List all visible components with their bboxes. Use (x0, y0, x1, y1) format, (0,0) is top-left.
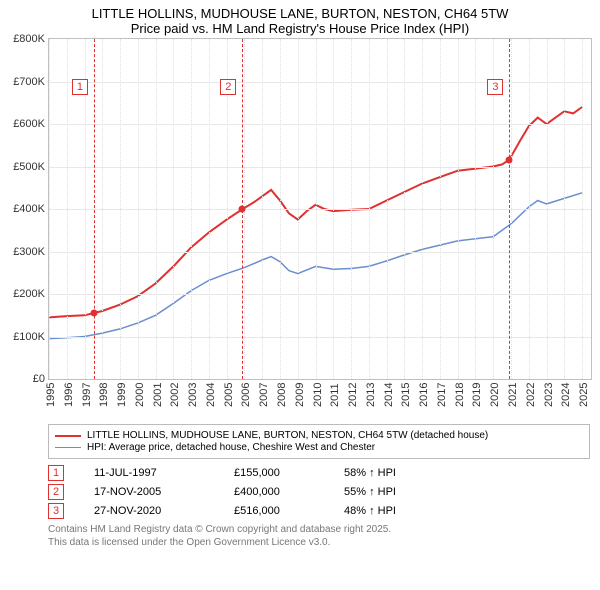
grid-line-v (547, 39, 548, 379)
table-row: 1 11-JUL-1997 £155,000 58% ↑ HPI (48, 465, 590, 481)
table-row-date: 17-NOV-2005 (94, 486, 204, 498)
grid-line-v (156, 39, 157, 379)
grid-line-v (102, 39, 103, 379)
marker-label-box: 1 (72, 79, 88, 95)
table-row: 2 17-NOV-2005 £400,000 55% ↑ HPI (48, 484, 590, 500)
grid-line-v (262, 39, 263, 379)
title-line2: Price paid vs. HM Land Registry's House … (0, 21, 600, 36)
grid-line-v (387, 39, 388, 379)
title-line1: LITTLE HOLLINS, MUDHOUSE LANE, BURTON, N… (0, 6, 600, 21)
y-axis-tick: £800K (13, 33, 49, 45)
footnote-line1: Contains HM Land Registry data © Crown c… (48, 523, 590, 536)
grid-line-v (422, 39, 423, 379)
grid-line-v (49, 39, 50, 379)
transaction-table: 1 11-JUL-1997 £155,000 58% ↑ HPI 2 17-NOV-200… (48, 465, 590, 519)
x-axis-area (48, 380, 590, 420)
y-axis-tick: £200K (13, 288, 49, 300)
title-block: LITTLE HOLLINS, MUDHOUSE LANE, BURTON, N… (0, 0, 600, 38)
table-row-marker: 2 (48, 484, 64, 500)
footnote-line2: This data is licensed under the Open Gov… (48, 536, 590, 549)
grid-line-v (582, 39, 583, 379)
grid-line-v (191, 39, 192, 379)
grid-line-v (351, 39, 352, 379)
table-row-pct: 58% ↑ HPI (344, 467, 396, 479)
table-row-pct: 48% ↑ HPI (344, 505, 396, 517)
plot-area: £0£100K£200K£300K£400K£500K£600K£700K£80… (48, 38, 592, 380)
chart-container: LITTLE HOLLINS, MUDHOUSE LANE, BURTON, N… (0, 0, 600, 549)
legend-item: LITTLE HOLLINS, MUDHOUSE LANE, BURTON, N… (55, 430, 583, 441)
table-row-marker: 3 (48, 503, 64, 519)
footnote: Contains HM Land Registry data © Crown c… (48, 523, 590, 549)
grid-line-v (280, 39, 281, 379)
grid-line-v (209, 39, 210, 379)
legend-label: LITTLE HOLLINS, MUDHOUSE LANE, BURTON, N… (87, 430, 488, 441)
marker-point (239, 206, 246, 213)
marker-point (90, 310, 97, 317)
legend: LITTLE HOLLINS, MUDHOUSE LANE, BURTON, N… (48, 424, 590, 459)
grid-line-v (475, 39, 476, 379)
grid-line-v (369, 39, 370, 379)
table-row-date: 11-JUL-1997 (94, 467, 204, 479)
grid-line-v (298, 39, 299, 379)
grid-line-v (316, 39, 317, 379)
legend-label: HPI: Average price, detached house, Ches… (87, 442, 375, 453)
grid-line-v (173, 39, 174, 379)
marker-label-box: 2 (220, 79, 236, 95)
grid-line-v (529, 39, 530, 379)
table-row-price: £155,000 (234, 467, 314, 479)
marker-label-box: 3 (487, 79, 503, 95)
y-axis-tick: £500K (13, 161, 49, 173)
legend-swatch (55, 435, 81, 437)
y-axis-tick: £300K (13, 246, 49, 258)
table-row-price: £400,000 (234, 486, 314, 498)
table-row-marker: 1 (48, 465, 64, 481)
table-row-date: 27-NOV-2020 (94, 505, 204, 517)
grid-line-v (440, 39, 441, 379)
table-row: 3 27-NOV-2020 £516,000 48% ↑ HPI (48, 503, 590, 519)
grid-line-v (404, 39, 405, 379)
marker-point (506, 156, 513, 163)
table-row-pct: 55% ↑ HPI (344, 486, 396, 498)
marker-line (94, 39, 95, 379)
table-row-price: £516,000 (234, 505, 314, 517)
grid-line-v (120, 39, 121, 379)
y-axis-tick: £700K (13, 76, 49, 88)
marker-line (509, 39, 510, 379)
legend-item: HPI: Average price, detached house, Ches… (55, 442, 583, 453)
legend-swatch (55, 447, 81, 448)
grid-line-v (458, 39, 459, 379)
y-axis-tick: £600K (13, 118, 49, 130)
grid-line-v (138, 39, 139, 379)
grid-line-v (564, 39, 565, 379)
y-axis-tick: £100K (13, 331, 49, 343)
grid-line-v (67, 39, 68, 379)
grid-line-v (333, 39, 334, 379)
grid-line-v (511, 39, 512, 379)
y-axis-tick: £400K (13, 203, 49, 215)
